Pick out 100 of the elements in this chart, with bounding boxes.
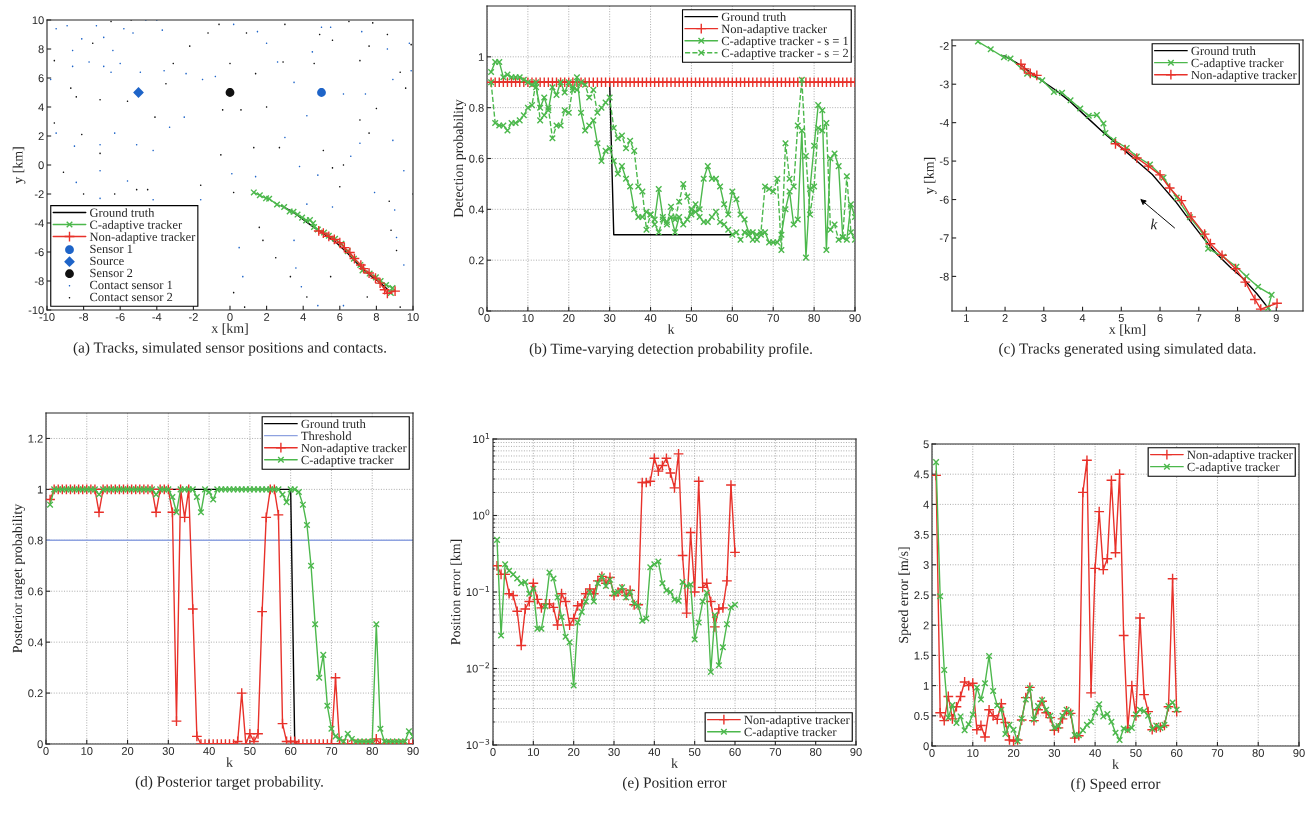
y-axis-title: Position error [km] (450, 539, 463, 645)
x-tick-label: 40 (1089, 749, 1101, 757)
y-tick-label: 4 (923, 500, 929, 509)
legend-label: Non-adaptive tracker (744, 715, 850, 727)
legend-label: Non-adaptive tracker (1191, 70, 1297, 82)
x-tick-label: 90 (407, 747, 419, 755)
x-tick-label: 10 (967, 749, 979, 757)
y-tick-label: 4.5 (914, 470, 929, 479)
x-tick-label: 80 (366, 747, 378, 755)
y-tick-label: 0.6 (28, 587, 43, 596)
x-tick-label: 10 (528, 748, 540, 756)
x-tick-label: 50 (685, 314, 698, 322)
x-tick-label: 4 (1079, 314, 1086, 322)
x-tick-label: 30 (608, 748, 620, 756)
x-tick-label: -8 (79, 313, 89, 321)
x-tick-label: 10 (522, 314, 534, 322)
y-tick-label: 0.5 (914, 712, 929, 720)
y-tick-label: 0.4 (469, 205, 484, 214)
y-tick-label: -6 (939, 195, 949, 204)
x-tick-label: 2 (264, 313, 270, 321)
text: (b) Time-varying detection probability profile. (529, 343, 812, 358)
legend-label: C-adaptive tracker - s = 2 (721, 48, 849, 60)
y-tick-label: 4 (38, 103, 44, 112)
x-tick-label: 9 (1273, 314, 1279, 322)
legend-label: Ground truth (301, 419, 366, 429)
text: (f) Speed error (1071, 778, 1161, 793)
x-tick-label: 10 (81, 747, 93, 755)
x-tick-label: 0 (227, 313, 233, 321)
x-axis-title: k (1112, 759, 1119, 769)
legend-label: C-adaptive tracker (1191, 58, 1284, 70)
legend-label: C-adaptive tracker (744, 727, 837, 739)
x-axis-title: k (667, 324, 675, 334)
y-tick-label: 0.8 (28, 536, 43, 545)
y-tick-label: 0 (37, 740, 43, 749)
y-tick-label: -3 (939, 80, 949, 89)
x-tick-label: 20 (568, 748, 580, 756)
y-tick-label: -4 (34, 219, 44, 228)
x-tick-label: 40 (203, 747, 215, 755)
x-tick-label: 90 (850, 748, 862, 756)
x-tick-label: 70 (325, 747, 338, 755)
text: (c) Tracks generated using simulated data. (999, 343, 1256, 357)
y-tick-label: 1 (37, 485, 43, 494)
y-tick-label: 0.6 (469, 154, 484, 163)
y-tick-label: -8 (939, 272, 949, 281)
x-tick-label: 3 (1041, 314, 1047, 322)
y-tick-label: 6 (38, 74, 44, 83)
y-axis-title: y [km] (923, 157, 937, 195)
y-tick-label: 1.2 (28, 434, 43, 443)
y-tick-label: 8 (38, 45, 44, 54)
y-tick-label: 2 (923, 621, 929, 630)
x-tick-label: 1 (964, 314, 969, 322)
x-tick-label: 80 (808, 314, 820, 322)
legend-label: Contact sensor 1 (90, 280, 173, 290)
legend-label: Sensor 1 (90, 244, 133, 254)
x-tick-label: 20 (1007, 749, 1020, 757)
y-tick-label: -5 (939, 157, 949, 166)
x-axis-title: k (226, 757, 233, 767)
y-tick-label: 10$^{0}$ (473, 509, 490, 520)
y-tick-label: -2 (34, 190, 44, 199)
y-axis-title: Detection probability (453, 99, 466, 218)
y-tick-label: 0.2 (28, 689, 43, 698)
y-tick-label: 10 (32, 16, 44, 25)
legend-label: C-adaptive tracker (1187, 462, 1280, 474)
annotation: k (1150, 218, 1158, 230)
y-tick-label: -2 (939, 42, 949, 50)
x-axis-title: x [km] (211, 323, 248, 335)
x-tick-label: 6 (1157, 314, 1163, 322)
x-tick-label: 40 (644, 314, 657, 322)
x-tick-label: 8 (373, 313, 380, 321)
y-tick-label: 1.5 (914, 651, 929, 660)
x-tick-label: 60 (1171, 749, 1183, 757)
x-tick-label: 5 (1118, 314, 1124, 322)
legend-label: Non-adaptive tracker (1187, 450, 1293, 462)
x-tick-label: 90 (1293, 749, 1305, 757)
x-tick-label: 7 (1196, 314, 1202, 322)
y-tick-label: 10$^{1}$ (473, 433, 490, 444)
x-tick-label: 20 (563, 314, 575, 322)
y-tick-label: 3.5 (914, 530, 929, 539)
x-tick-label: 80 (1252, 749, 1264, 757)
x-tick-label: 70 (769, 748, 782, 756)
y-tick-label: 3 (923, 561, 929, 569)
y-tick-label: -4 (939, 119, 949, 127)
x-tick-label: 50 (688, 748, 701, 756)
legend-label: Contact sensor 2 (90, 292, 173, 302)
legend-label: Source (90, 256, 124, 266)
x-tick-label: 80 (809, 748, 822, 756)
y-axis-title: Posterior target probability (12, 503, 25, 653)
x-tick-label: 8 (1234, 314, 1241, 322)
y-tick-label: -7 (939, 234, 949, 242)
y-axis-title: y [km] (12, 147, 26, 184)
y-tick-label: 0 (38, 161, 44, 170)
y-tick-label: 2 (38, 132, 44, 141)
x-tick-label: 0 (43, 747, 49, 755)
legend-label: C-adaptive tracker (301, 455, 394, 467)
x-tick-label: 70 (767, 314, 779, 322)
x-axis-title: k (671, 758, 678, 768)
x-tick-label: -4 (152, 313, 162, 321)
legend-label: Non-adaptive tracker (89, 232, 196, 244)
text: (d) Posterior target probability. (135, 776, 323, 790)
x-tick-label: 40 (648, 748, 661, 756)
